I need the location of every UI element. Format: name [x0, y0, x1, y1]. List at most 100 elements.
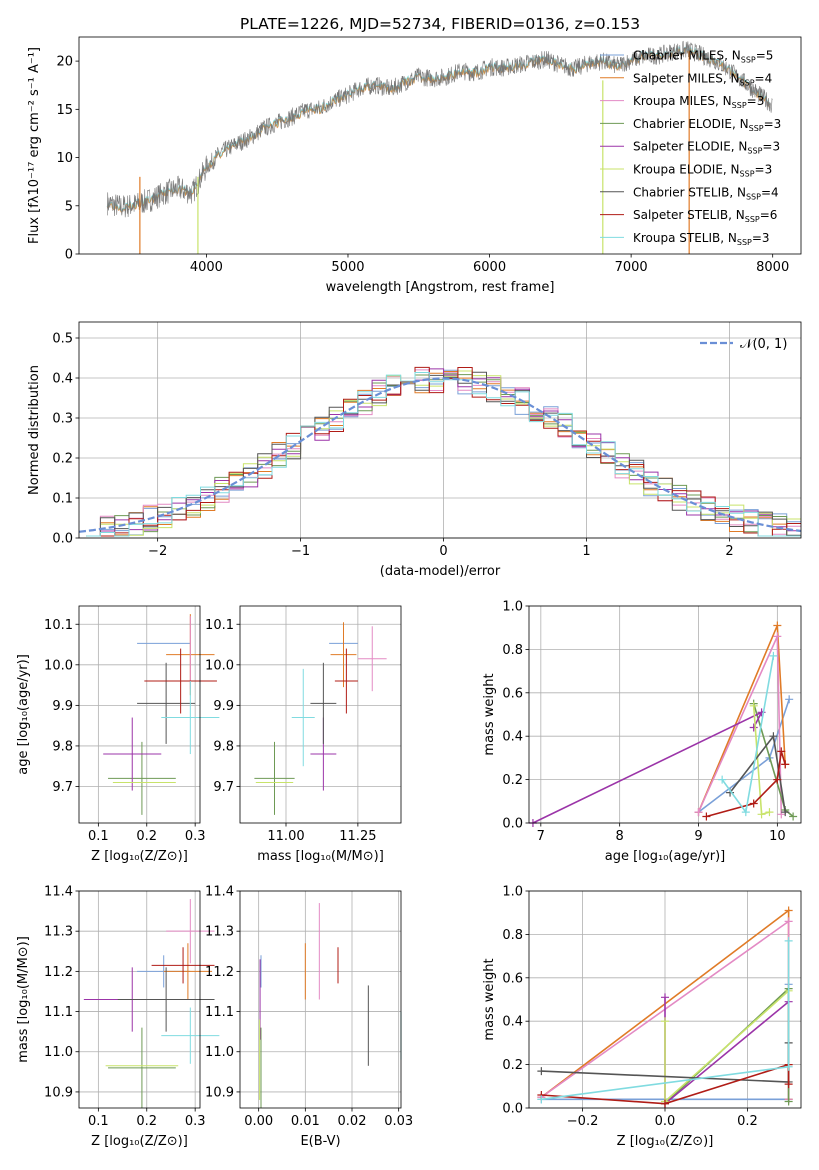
plot-area [528, 621, 798, 827]
x-tick-label: 7 [537, 829, 545, 844]
y-tick-label: 0.2 [502, 1058, 523, 1073]
y-tick-label: 11.0 [205, 1045, 234, 1060]
y-tick-label: 5 [65, 199, 73, 214]
weight-marker [789, 812, 798, 821]
x-tick-label: 5000 [331, 260, 364, 275]
y-tick-label: 0.3 [52, 412, 73, 427]
y-tick-label: 0.0 [502, 1102, 523, 1117]
x-axis-label: mass [log₁₀(M/M⊙)] [257, 849, 384, 864]
weight-marker [757, 708, 766, 717]
weight-marker [773, 621, 782, 630]
y-tick-label: 15 [56, 103, 73, 118]
weight-line [698, 699, 790, 813]
legend-label: Salpeter ELODIE, NSSP=3 [633, 140, 780, 156]
legend-label: Chabrier MILES, NSSP=5 [633, 49, 773, 65]
normal-curve [78, 377, 802, 533]
legend-label: Kroupa ELODIE, NSSP=3 [633, 163, 772, 179]
y-tick-label: 11.2 [44, 965, 73, 980]
weight-line [541, 1063, 790, 1105]
y-tick-label: 10.0 [44, 658, 73, 673]
weight-marker [784, 936, 793, 945]
weight-marker [781, 808, 790, 817]
x-axis-label: wavelength [Angstrom, rest frame] [326, 280, 555, 295]
x-tick-label: 11.25 [339, 829, 376, 844]
weight-marker [741, 808, 750, 817]
weight-marker [694, 808, 703, 817]
legend-label: Chabrier STELIB, NSSP=4 [633, 185, 779, 201]
plot-area [78, 366, 802, 537]
weight-marker [773, 632, 782, 641]
y-tick-label: 11.1 [205, 1005, 234, 1020]
x-axis-label: E(B-V) [300, 1134, 340, 1149]
y-tick-label: 0.8 [502, 928, 523, 943]
weight-marker [784, 1080, 793, 1089]
axes-frame [78, 36, 802, 255]
y-tick-label: 0.2 [52, 452, 73, 467]
plot-area [254, 622, 387, 815]
x-tick-label: 9 [694, 829, 702, 844]
plot-area [537, 906, 793, 1108]
weight-marker [702, 812, 711, 821]
y-tick-label: 11.1 [44, 1005, 73, 1020]
y-tick-label: 11.3 [205, 925, 234, 940]
y-tick-label: 0.0 [52, 532, 73, 547]
y-tick-label: 10.9 [44, 1085, 73, 1100]
y-tick-label: 11.2 [205, 965, 234, 980]
x-tick-label: 7000 [615, 260, 648, 275]
weight-marker [784, 1097, 793, 1106]
weight-marker [537, 1067, 546, 1076]
y-tick-label: 0.6 [502, 686, 523, 701]
y-tick-label: 11.4 [44, 885, 73, 900]
weight-marker [757, 810, 766, 819]
weight-marker [661, 993, 669, 1002]
x-tick-label: 0.2 [737, 1114, 758, 1129]
x-tick-label: 0.03 [384, 1114, 413, 1129]
plot-area [259, 903, 402, 1108]
weight-line [752, 703, 794, 818]
axes-frame [528, 890, 802, 1109]
y-axis-label: mass [log₁₀(M/M⊙)] [16, 936, 31, 1063]
panel-weight-age: 7 8 9 10 0.0 0.2 0.4 0.6 0.8 1.0 age [log₁₀(age/yr… [482, 600, 802, 864]
y-tick-label: 10.9 [205, 1085, 234, 1100]
y-tick-label: 11.4 [205, 885, 234, 900]
x-tick-label: 0.2 [136, 829, 157, 844]
x-axis-label: Z [log₁₀(Z/Z⊙)] [91, 849, 188, 864]
x-tick-label: 4000 [190, 260, 223, 275]
x-tick-label: 6000 [473, 260, 506, 275]
legend-label: Salpeter MILES, NSSP=4 [633, 71, 772, 87]
x-tick-label: 11.00 [267, 829, 304, 844]
panel-mass-Z: 0.1 0.2 0.3 10.9 11.0 11.1 11.2 11.3 11.4 Z [log₁… [16, 885, 220, 1149]
histogram-series [86, 372, 801, 537]
legend-label: Kroupa MILES, NSSP=3 [633, 94, 764, 110]
weight-marker [537, 1095, 546, 1104]
axes-frame [528, 605, 802, 824]
y-tick-label: 10 [56, 151, 73, 166]
x-axis-label: age [log₁₀(age/yr)] [605, 849, 726, 864]
legend-label: 𝒩(0, 1) [740, 337, 787, 352]
y-tick-label: 9.9 [52, 699, 73, 714]
weight-marker [661, 1017, 669, 1026]
data-line [107, 40, 773, 218]
y-tick-label: 0.8 [502, 643, 523, 658]
y-axis-label: Normed distribution [27, 365, 42, 495]
plot-area [83, 899, 220, 1108]
x-tick-label: 0.00 [244, 1114, 273, 1129]
weight-marker [784, 906, 793, 915]
x-tick-label: 0.0 [655, 1114, 676, 1129]
plot-area [106, 40, 773, 254]
legend-label: Chabrier ELODIE, NSSP=3 [633, 117, 781, 133]
y-tick-label: 9.7 [52, 780, 73, 795]
weight-marker [777, 810, 786, 819]
y-tick-label: 9.9 [213, 699, 234, 714]
weight-line [706, 751, 786, 818]
x-tick-label: 0.1 [88, 1114, 109, 1129]
x-tick-label: 0.3 [185, 1114, 206, 1129]
x-axis-label: Z [log₁₀(Z/Z⊙)] [91, 1134, 188, 1149]
legend-label: Salpeter STELIB, NSSP=6 [633, 208, 777, 224]
y-axis-label: mass weight [482, 673, 497, 755]
x-tick-label: 0.1 [88, 829, 109, 844]
plot-area [103, 614, 220, 815]
y-tick-label: 0.0 [502, 817, 523, 832]
axes-frame [78, 890, 201, 1109]
